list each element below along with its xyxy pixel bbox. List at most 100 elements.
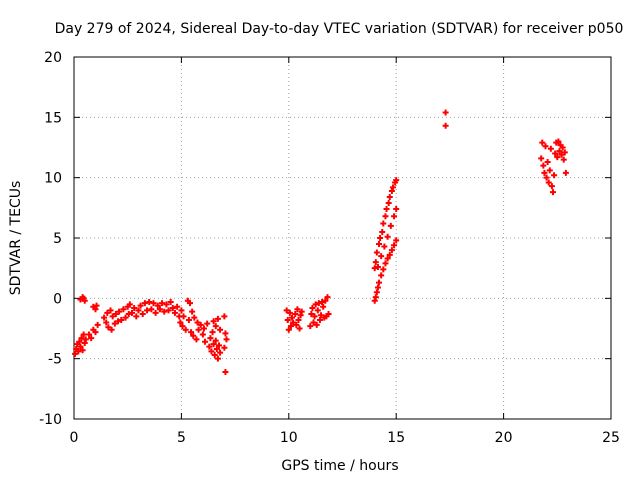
data-point — [217, 349, 224, 356]
data-point — [82, 336, 89, 343]
data-point — [171, 309, 178, 316]
data-point — [200, 325, 207, 332]
data-point — [320, 303, 327, 310]
data-point — [80, 295, 87, 302]
data-point — [104, 309, 111, 316]
data-point — [295, 317, 302, 324]
data-point — [562, 169, 569, 176]
y-tick-label: 0 — [53, 291, 62, 307]
data-point — [190, 332, 197, 339]
data-point — [322, 297, 329, 304]
data-point — [108, 326, 115, 333]
data-point — [383, 206, 390, 213]
data-point — [109, 313, 116, 320]
y-tick-label: 10 — [44, 171, 62, 187]
data-point — [72, 350, 79, 357]
data-point — [161, 308, 168, 315]
data-point — [378, 272, 385, 279]
data-point — [377, 235, 384, 241]
data-point — [206, 343, 213, 350]
data-point — [373, 289, 380, 296]
data-point — [550, 189, 557, 196]
data-point — [386, 193, 393, 200]
data-point — [386, 251, 393, 258]
data-point — [116, 308, 123, 315]
data-point — [139, 311, 146, 318]
data-point — [92, 329, 99, 336]
data-point — [318, 312, 325, 319]
data-point — [308, 311, 315, 318]
data-point — [384, 233, 391, 240]
data-point — [163, 301, 170, 308]
data-point — [283, 307, 290, 314]
data-point — [298, 308, 305, 315]
data-point — [179, 323, 186, 330]
data-point — [380, 220, 387, 227]
data-point — [319, 298, 326, 305]
data-point — [191, 314, 198, 321]
data-point — [309, 304, 316, 311]
data-point — [80, 331, 87, 338]
data-point — [186, 300, 193, 307]
data-point — [169, 304, 176, 311]
data-point — [296, 325, 303, 332]
data-point — [195, 326, 202, 333]
data-point — [389, 184, 396, 191]
data-point — [115, 318, 122, 325]
data-point — [540, 162, 547, 169]
data-point — [105, 324, 112, 331]
data-point — [193, 336, 200, 343]
data-point — [292, 311, 299, 318]
x-tick-label: 0 — [70, 430, 79, 446]
data-point — [77, 343, 84, 350]
data-point — [197, 321, 204, 328]
data-point — [378, 253, 385, 260]
x-tick-labels: 0 5 10 15 20 25 — [70, 430, 620, 446]
data-point — [311, 313, 318, 320]
data-point — [324, 294, 331, 301]
data-point — [214, 315, 221, 322]
y-tick-label: -5 — [48, 352, 62, 368]
data-point — [391, 242, 398, 249]
data-point — [167, 298, 174, 305]
data-point — [159, 300, 166, 307]
data-point — [207, 335, 214, 342]
data-point — [374, 263, 381, 270]
data-point — [307, 323, 314, 330]
x-axis-title: GPS time / hours — [281, 458, 398, 474]
data-point — [209, 329, 216, 336]
data-point — [442, 122, 449, 129]
data-point — [545, 179, 552, 186]
data-point — [556, 148, 563, 155]
data-point — [382, 213, 389, 220]
data-point — [111, 320, 118, 327]
data-point — [287, 323, 294, 330]
data-point — [385, 200, 392, 207]
x-tick-label: 20 — [495, 430, 513, 446]
data-point — [380, 266, 387, 273]
data-point — [182, 326, 189, 333]
data-point — [154, 302, 161, 309]
data-point — [120, 306, 127, 313]
data-point — [210, 318, 217, 325]
data-point — [388, 187, 395, 194]
data-point — [137, 302, 144, 309]
data-points — [72, 109, 569, 375]
data-point — [381, 243, 388, 250]
data-point — [131, 304, 138, 311]
y-tick-label: 15 — [44, 110, 62, 126]
data-point — [294, 306, 301, 313]
data-point — [312, 301, 319, 308]
data-point — [297, 312, 304, 319]
data-point — [103, 319, 110, 326]
data-point — [388, 247, 395, 254]
data-point — [78, 335, 85, 342]
data-point — [559, 144, 566, 151]
x-tick-label: 25 — [602, 430, 620, 446]
data-point — [189, 308, 196, 315]
data-point — [539, 139, 546, 146]
data-point — [118, 317, 125, 324]
x-tick-label: 15 — [387, 430, 405, 446]
y-tick-label: -10 — [39, 412, 62, 428]
